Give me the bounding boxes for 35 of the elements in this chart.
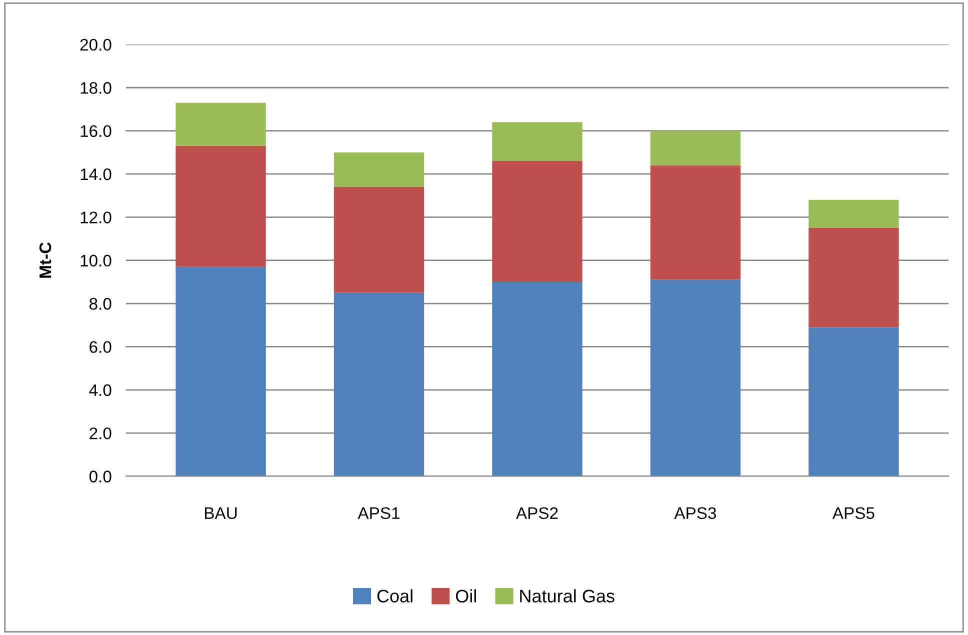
legend-label: Natural Gas xyxy=(520,589,614,602)
bar xyxy=(176,146,266,267)
bar xyxy=(808,327,899,476)
x-tick-label: APS5 xyxy=(832,507,874,520)
y-tick-label: 18.0 xyxy=(80,82,112,94)
bar xyxy=(650,165,741,280)
bar xyxy=(334,292,424,476)
bar xyxy=(492,122,582,162)
bar xyxy=(808,200,899,228)
bar xyxy=(492,161,582,282)
x-tick-label: APS2 xyxy=(516,507,558,520)
y-tick-label: 16.0 xyxy=(80,125,112,138)
y-tick-label: 12.0 xyxy=(80,212,112,224)
bar xyxy=(808,228,899,328)
bar xyxy=(650,280,741,476)
y-axis-title: Mt-C xyxy=(39,242,52,278)
y-tick-label: 8.0 xyxy=(90,298,112,310)
y-tick-label: 0.0 xyxy=(89,470,112,482)
bar xyxy=(176,266,266,476)
bar xyxy=(492,282,582,476)
legend-label: Coal xyxy=(377,589,412,602)
y-tick-label: 2.0 xyxy=(90,427,112,440)
y-tick-label: 6.0 xyxy=(90,341,112,353)
x-tick-label: APS3 xyxy=(674,507,716,520)
y-tick-label: 14.0 xyxy=(80,168,112,180)
y-tick-label: 4.0 xyxy=(89,384,112,396)
bar xyxy=(334,186,424,293)
bar xyxy=(334,152,424,187)
x-tick-label: BAU xyxy=(205,507,237,520)
bar xyxy=(176,102,266,146)
y-tick-label: 10.0 xyxy=(80,254,112,267)
x-tick-label: APS1 xyxy=(358,507,400,520)
legend-label: Oil xyxy=(456,589,476,602)
y-tick-label: 20.0 xyxy=(80,38,112,51)
bar xyxy=(650,130,741,166)
